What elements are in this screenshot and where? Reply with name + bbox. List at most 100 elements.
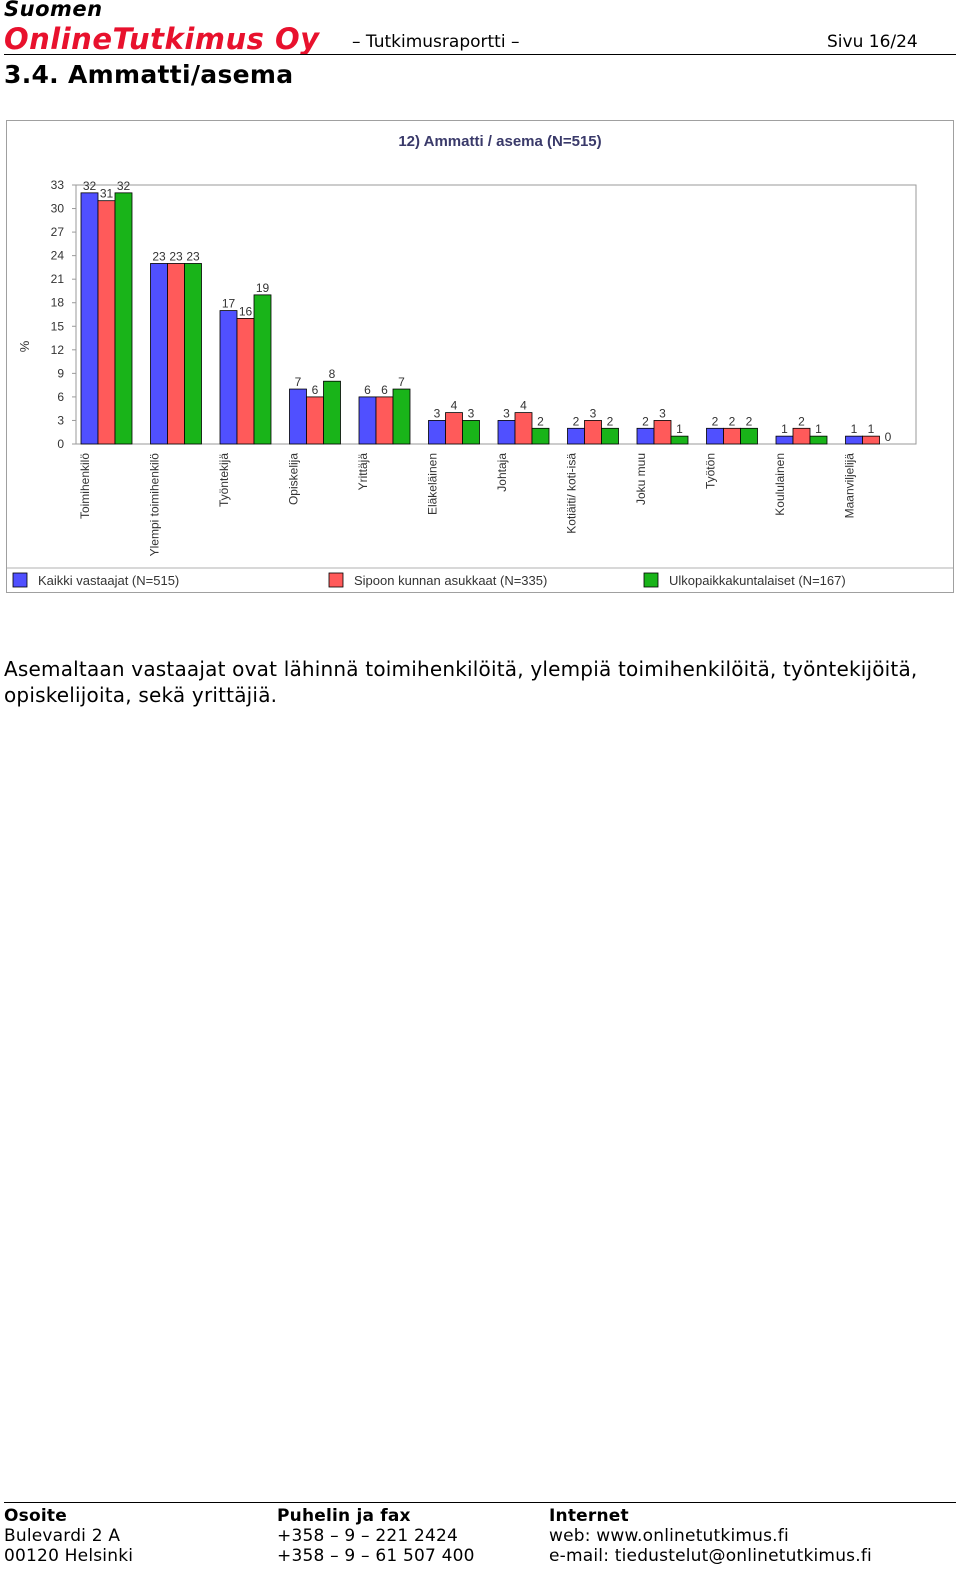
bar bbox=[775, 435, 794, 445]
bar-chart: 12) Ammatti / asema (N=515)0369121518212… bbox=[7, 133, 953, 588]
bar-value-label: 19 bbox=[256, 281, 270, 295]
legend-label: Kaikki vastaajat (N=515) bbox=[38, 573, 179, 588]
y-axis-label: % bbox=[17, 340, 32, 352]
bar-value-label: 6 bbox=[381, 383, 388, 397]
footer-phone: Puhelin ja fax +358 – 9 – 221 2424 +358 … bbox=[277, 1506, 475, 1566]
bar-value-label: 1 bbox=[676, 422, 683, 436]
bar bbox=[862, 435, 880, 445]
bar bbox=[845, 435, 863, 445]
bar bbox=[636, 427, 655, 445]
x-category-label: Opiskelija bbox=[287, 453, 301, 505]
y-tick-label: 18 bbox=[51, 296, 65, 310]
page-number: Sivu 16/24 bbox=[827, 32, 918, 52]
header-divider bbox=[4, 54, 956, 55]
y-tick-label: 0 bbox=[57, 437, 64, 451]
bar bbox=[184, 263, 202, 445]
bar-value-label: 8 bbox=[329, 367, 336, 381]
footer-address-city: 00120 Helsinki bbox=[4, 1546, 134, 1566]
y-tick-label: 27 bbox=[51, 225, 65, 239]
bar bbox=[740, 427, 758, 445]
x-category-label: Yrittäjä bbox=[356, 453, 370, 491]
bar-value-label: 0 bbox=[885, 430, 892, 444]
bar-value-label: 1 bbox=[868, 422, 875, 436]
legend-swatch bbox=[643, 572, 659, 588]
bar-value-label: 32 bbox=[83, 179, 97, 193]
bar-value-label: 2 bbox=[729, 414, 736, 428]
x-category-label: Eläkeläinen bbox=[426, 453, 440, 515]
bar-value-label: 6 bbox=[312, 383, 319, 397]
x-category-label: Työntekijä bbox=[217, 453, 231, 507]
chart-frame: 12) Ammatti / asema (N=515) 0 3 6 9 12 15 18 21 2… bbox=[6, 120, 954, 593]
bar bbox=[150, 263, 168, 445]
footer-divider bbox=[4, 1502, 956, 1503]
bar-value-label: 4 bbox=[451, 399, 458, 413]
footer-phone-heading: Puhelin ja fax bbox=[277, 1506, 411, 1526]
bar bbox=[445, 412, 463, 445]
x-category-label: Koululainen bbox=[773, 453, 787, 516]
bar-value-label: 16 bbox=[239, 304, 253, 318]
bar bbox=[809, 435, 828, 445]
y-tick-label: 6 bbox=[57, 390, 64, 404]
bar bbox=[289, 388, 307, 445]
bar bbox=[601, 427, 619, 445]
bar-value-label: 32 bbox=[117, 179, 131, 193]
bar bbox=[706, 427, 724, 445]
bar bbox=[219, 310, 238, 445]
bar-value-label: 7 bbox=[295, 375, 302, 389]
footer-web[interactable]: web: www.onlinetutkimus.fi bbox=[549, 1526, 789, 1546]
bar-value-label: 4 bbox=[520, 399, 527, 413]
bar bbox=[323, 380, 341, 445]
y-tick-label: 24 bbox=[51, 249, 65, 263]
bar-value-label: 17 bbox=[222, 297, 236, 311]
x-category-label: Joku muu bbox=[634, 453, 648, 505]
bar bbox=[514, 412, 533, 445]
bar-value-label: 6 bbox=[364, 383, 371, 397]
bar-value-label: 2 bbox=[746, 414, 753, 428]
bar bbox=[167, 263, 185, 445]
bar-value-label: 7 bbox=[398, 375, 405, 389]
y-tick-label: 3 bbox=[57, 413, 64, 427]
bar bbox=[531, 427, 550, 445]
bar-value-label: 23 bbox=[152, 249, 166, 263]
company-name-line1: Suomen bbox=[4, 0, 103, 21]
document-type: – Tutkimusraportti – bbox=[352, 32, 520, 52]
bar bbox=[653, 420, 672, 445]
bar bbox=[428, 420, 446, 445]
y-tick-label: 15 bbox=[51, 319, 65, 333]
bar-value-label: 3 bbox=[503, 406, 510, 420]
bar-value-label: 2 bbox=[537, 414, 544, 428]
footer-address-street: Bulevardi 2 A bbox=[4, 1526, 121, 1546]
bar bbox=[392, 388, 411, 445]
bar-value-label: 31 bbox=[100, 187, 114, 201]
bar bbox=[253, 294, 272, 445]
bar-value-label: 3 bbox=[590, 406, 597, 420]
bar-value-label: 23 bbox=[169, 249, 183, 263]
x-category-label: Ylempi toimihenkilö bbox=[148, 453, 162, 557]
bar bbox=[462, 420, 480, 445]
footer-internet: Internet web: www.onlinetutkimus.fi e-ma… bbox=[549, 1506, 872, 1566]
bar-value-label: 3 bbox=[659, 406, 666, 420]
x-category-label: Työtön bbox=[704, 453, 718, 489]
bar bbox=[358, 396, 377, 445]
bar bbox=[584, 420, 602, 445]
company-name-line2: OnlineTutkimus Oy bbox=[4, 22, 320, 56]
legend-label: Sipoon kunnan asukkaat (N=335) bbox=[354, 573, 547, 588]
bar-value-label: 1 bbox=[851, 422, 858, 436]
bar bbox=[114, 192, 133, 445]
bar bbox=[723, 427, 741, 445]
y-tick-label: 21 bbox=[51, 272, 65, 286]
footer-email[interactable]: e-mail: tiedustelut@onlinetutkimus.fi bbox=[549, 1546, 872, 1566]
bar bbox=[567, 427, 585, 445]
bar bbox=[97, 200, 116, 445]
footer-internet-heading: Internet bbox=[549, 1506, 629, 1526]
chart-title: 12) Ammatti / asema (N=515) bbox=[398, 133, 601, 150]
bar bbox=[497, 420, 516, 445]
footer-fax-number: +358 – 9 – 61 507 400 bbox=[277, 1546, 475, 1566]
footer-phone-number: +358 – 9 – 221 2424 bbox=[277, 1526, 459, 1546]
legend-swatch bbox=[12, 572, 28, 588]
bar-value-label: 1 bbox=[781, 422, 788, 436]
bar bbox=[670, 435, 689, 445]
plot-area bbox=[75, 184, 917, 445]
x-category-label: Kotiäiti/ koti-isä bbox=[565, 453, 579, 534]
bar-value-label: 2 bbox=[712, 414, 719, 428]
